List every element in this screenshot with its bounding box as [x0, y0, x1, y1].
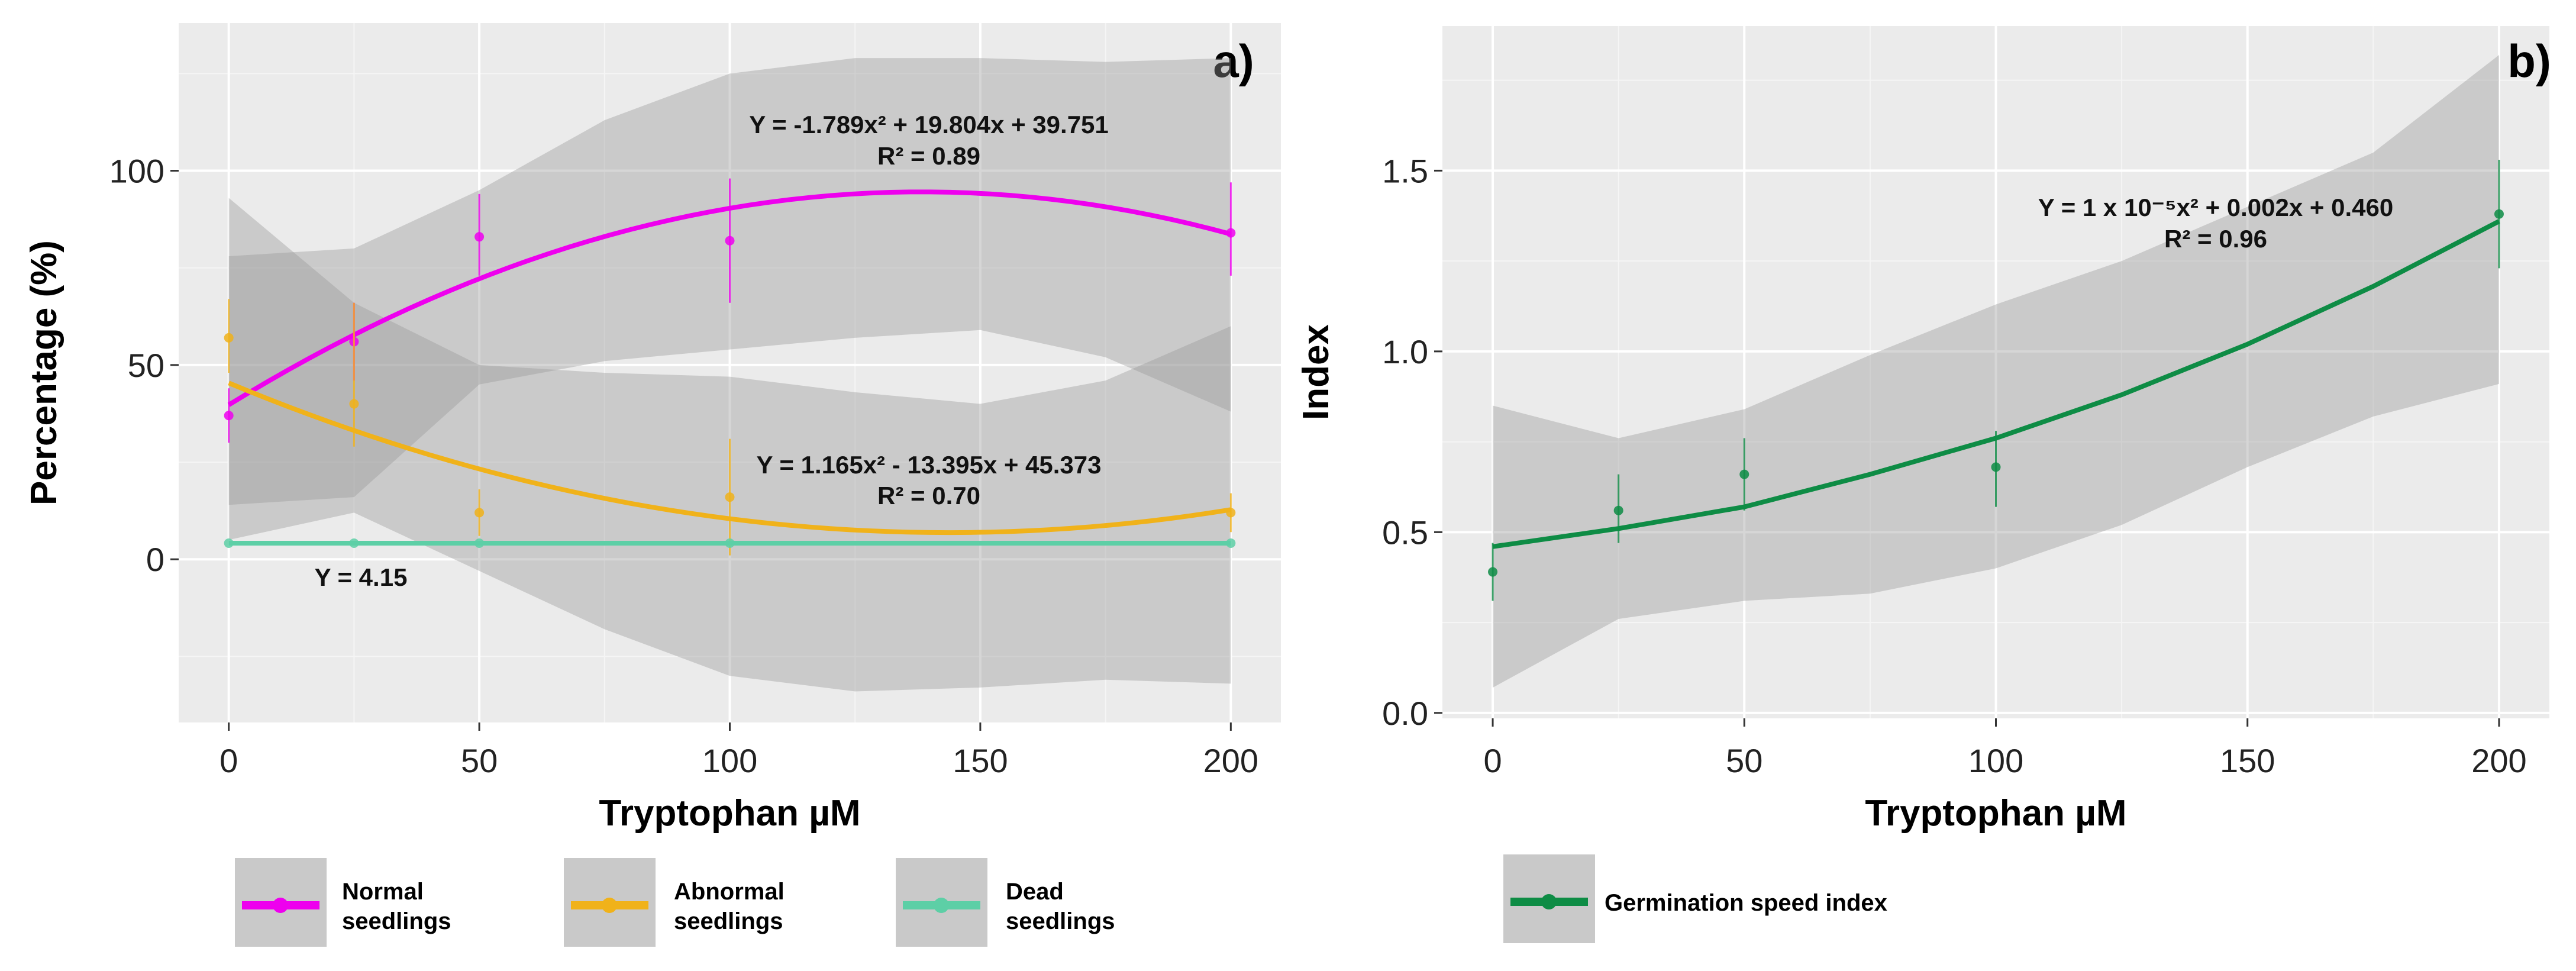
x-tick-label: 150 [953, 742, 1008, 779]
legend-label: Germination speed index [1605, 890, 1887, 916]
legend-key-point [1541, 894, 1557, 909]
dead-seedlings-point [349, 538, 359, 548]
legend-label: Dead [1006, 879, 1064, 905]
legend-item: Abnormal seedlings [564, 858, 785, 947]
legend-item: Germination speed index [1503, 854, 1887, 943]
normal-seedlings-point [725, 236, 735, 246]
normal-seedlings-point [224, 411, 234, 421]
germination-speed-index-point [1991, 462, 2001, 472]
y-tick-label: 1.0 [1382, 333, 1428, 370]
equation-label: Y = 4.15 [315, 563, 408, 591]
y-tick-label: 0 [146, 541, 164, 578]
abnormal-seedlings-point [474, 508, 485, 518]
normal-seedlings-point [1226, 228, 1236, 238]
legend-key-point [602, 898, 617, 913]
x-tick-label: 100 [702, 742, 757, 779]
legend-label: Abnormal [674, 879, 785, 905]
abnormal-seedlings-point [1226, 508, 1236, 518]
dead-seedlings-point [474, 538, 485, 548]
r-squared-label: R² = 0.70 [877, 482, 980, 509]
germination-speed-index-point [1739, 469, 1749, 479]
y-tick-label: 1.5 [1382, 152, 1428, 189]
normal-seedlings-point [474, 232, 485, 242]
equation-label: Y = 1.165x² - 13.395x + 45.373 [756, 451, 1101, 479]
r-squared-label: R² = 0.89 [877, 142, 980, 170]
abnormal-seedlings-point [224, 333, 234, 343]
panel-label: b) [2507, 35, 2551, 87]
equation-label: Y = -1.789x² + 19.804x + 39.751 [749, 111, 1109, 138]
y-tick-label: 50 [128, 347, 164, 384]
legend-key-point [934, 898, 949, 913]
legend-item: Dead seedlings [896, 858, 1115, 947]
panel-b: 0 50 100 150 200 0.0 0.5 1.0 1.5 Tryptophan µM Ind… [1296, 26, 2551, 943]
y-tick-label: 100 [109, 153, 164, 190]
x-axis-title: Tryptophan µM [1865, 793, 2126, 834]
x-tick-label: 0 [219, 742, 238, 779]
y-tick-label: 0.0 [1382, 695, 1428, 732]
legend-item: Normal seedlings [235, 858, 451, 947]
y-axis-title: Percentage (%) [24, 240, 64, 505]
legend-key-point [273, 898, 288, 913]
panel-label: a) [1213, 35, 1254, 87]
x-axis-title: Tryptophan µM [599, 793, 860, 834]
dead-seedlings-point [1226, 538, 1236, 548]
x-tick-label: 200 [2471, 742, 2526, 779]
x-tick-label: 0 [1483, 742, 1502, 779]
x-tick-label: 50 [1726, 742, 1762, 779]
x-tick-label: 50 [461, 742, 498, 779]
y-tick-label: 0.5 [1382, 514, 1428, 551]
panel-a: 0 50 100 150 200 0 50 100 Tryptophan µM Percentag… [24, 23, 1281, 947]
germination-speed-index-point [2494, 209, 2504, 219]
abnormal-seedlings-point [725, 492, 735, 502]
legend-label: seedlings [342, 908, 451, 934]
dead-seedlings-point [725, 538, 735, 548]
abnormal-seedlings-point [349, 399, 359, 409]
equation-label: Y = 1 x 10⁻⁵x² + 0.002x + 0.460 [2038, 193, 2393, 221]
dead-seedlings-point [224, 538, 234, 548]
legend-label: seedlings [674, 908, 783, 934]
confidence-band [1493, 54, 2499, 688]
germination-speed-index-point [1613, 505, 1623, 515]
germination-speed-index-point [1488, 567, 1498, 577]
legend-label: Normal [342, 879, 424, 905]
x-tick-label: 100 [1968, 742, 2023, 779]
y-axis-title: Index [1296, 324, 1337, 420]
r-squared-label: R² = 0.96 [2164, 225, 2267, 253]
legend-label: seedlings [1006, 908, 1115, 934]
x-tick-label: 200 [1203, 742, 1258, 779]
x-tick-label: 150 [2220, 742, 2275, 779]
